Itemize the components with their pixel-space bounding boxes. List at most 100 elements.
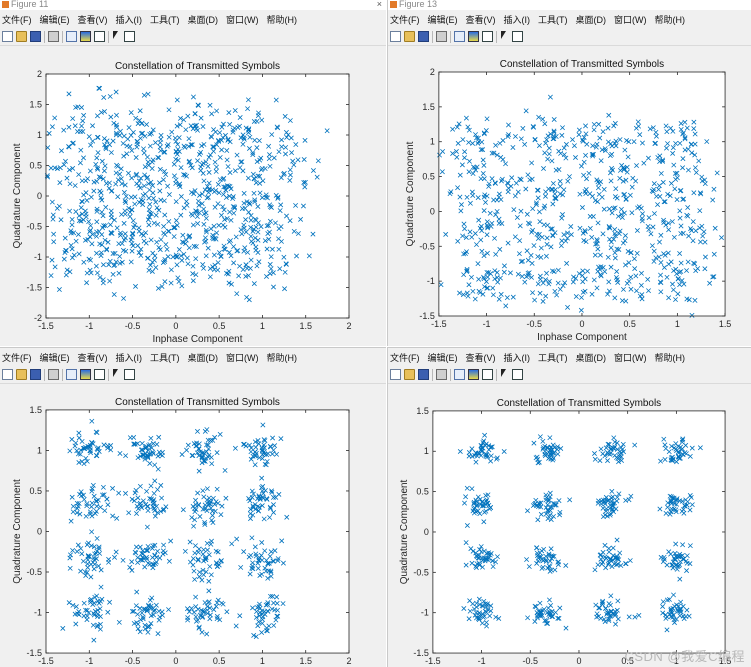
- menu-item[interactable]: 桌面(D): [187, 352, 219, 363]
- menu-item[interactable]: 窗口(W): [226, 352, 259, 363]
- menu-item[interactable]: 查看(V): [465, 14, 496, 25]
- scatter-point: [122, 235, 128, 241]
- scatter-point: [536, 114, 542, 120]
- scatter-point: [689, 502, 695, 508]
- menu-item[interactable]: 工具(T): [538, 14, 568, 25]
- open-folder-icon[interactable]: [16, 31, 27, 42]
- scatter-point: [494, 208, 500, 214]
- menu-item[interactable]: 插入(I): [503, 14, 531, 25]
- open-folder-icon[interactable]: [404, 369, 415, 380]
- menu-item[interactable]: 工具(T): [538, 352, 568, 363]
- menu-item[interactable]: 帮助(H): [654, 14, 686, 25]
- scatter-point: [672, 603, 678, 609]
- close-icon[interactable]: ×: [376, 0, 382, 9]
- y-tick-label: 0.5: [416, 487, 428, 497]
- menu-item[interactable]: 窗口(W): [614, 14, 647, 25]
- menu-item[interactable]: 编辑(E): [39, 14, 70, 25]
- pointer-icon[interactable]: [500, 31, 509, 42]
- pointer-icon[interactable]: [500, 369, 509, 380]
- menu-item[interactable]: 帮助(H): [266, 352, 298, 363]
- pointer-icon[interactable]: [112, 31, 121, 42]
- insert-legend-icon[interactable]: [94, 31, 105, 42]
- menu-item[interactable]: 帮助(H): [266, 14, 298, 25]
- menu-item[interactable]: 编辑(E): [39, 352, 70, 363]
- scatter-point: [287, 218, 293, 224]
- new-doc-icon[interactable]: [390, 31, 401, 42]
- y-tick-label: -0.5: [413, 567, 428, 577]
- scatter-point: [177, 115, 183, 121]
- scatter-point: [540, 558, 546, 563]
- print-icon[interactable]: [48, 31, 59, 42]
- link-plot-icon[interactable]: [66, 31, 77, 42]
- scatter-point: [152, 478, 158, 484]
- scatter-point: [155, 154, 161, 160]
- menu-item[interactable]: 查看(V): [465, 352, 496, 363]
- menu-item[interactable]: 编辑(E): [427, 14, 458, 25]
- menu-item[interactable]: 帮助(H): [654, 352, 686, 363]
- scatter-point: [224, 148, 230, 154]
- print-icon[interactable]: [436, 31, 447, 42]
- scatter-point: [205, 437, 211, 443]
- scatter-point: [102, 142, 108, 148]
- link-plot-icon[interactable]: [454, 369, 465, 380]
- open-folder-icon[interactable]: [16, 369, 27, 380]
- scatter-point: [457, 172, 463, 178]
- scatter-point: [602, 512, 608, 518]
- scatter-point: [222, 467, 228, 473]
- menu-item[interactable]: 文件(F): [2, 14, 32, 25]
- save-icon[interactable]: [418, 369, 429, 380]
- save-icon[interactable]: [30, 369, 41, 380]
- constellation-plot[interactable]: -1.5 -1 -0.5 0 0.5 1 1.5-1.5-1-0.500.511.5Cons…: [388, 384, 751, 667]
- menu-item[interactable]: 插入(I): [115, 352, 143, 363]
- link-plot-icon[interactable]: [66, 369, 77, 380]
- menu-item[interactable]: 桌面(D): [575, 352, 607, 363]
- insert-colorbar-icon[interactable]: [468, 31, 479, 42]
- scatter-point: [228, 217, 234, 223]
- new-doc-icon[interactable]: [2, 31, 13, 42]
- scatter-point: [69, 246, 75, 252]
- constellation-plot[interactable]: -1.5 -1 -0.5 0 0.5 1 1.5 2-2-1.5-1-0.500.511.52…: [0, 46, 386, 346]
- open-folder-icon[interactable]: [404, 31, 415, 42]
- menu-item[interactable]: 工具(T): [150, 352, 180, 363]
- menu-item[interactable]: 桌面(D): [575, 14, 607, 25]
- scatter-point: [267, 163, 273, 169]
- menu-item[interactable]: 插入(I): [115, 14, 143, 25]
- menu-item[interactable]: 插入(I): [503, 352, 531, 363]
- save-icon[interactable]: [418, 31, 429, 42]
- data-cursor-icon[interactable]: [512, 31, 523, 42]
- menu-item[interactable]: 查看(V): [77, 14, 108, 25]
- window-titlebar[interactable]: Figure 11 ×: [0, 0, 386, 10]
- insert-legend-icon[interactable]: [482, 369, 493, 380]
- save-icon[interactable]: [30, 31, 41, 42]
- data-cursor-icon[interactable]: [512, 369, 523, 380]
- menu-item[interactable]: 文件(F): [390, 14, 420, 25]
- scatter-point: [677, 215, 683, 221]
- y-tick-label: 1.5: [422, 102, 434, 112]
- menu-item[interactable]: 窗口(W): [226, 14, 259, 25]
- insert-legend-icon[interactable]: [482, 31, 493, 42]
- menu-item[interactable]: 窗口(W): [614, 352, 647, 363]
- pointer-icon[interactable]: [112, 369, 121, 380]
- data-cursor-icon[interactable]: [124, 369, 135, 380]
- menu-item[interactable]: 桌面(D): [187, 14, 219, 25]
- print-icon[interactable]: [436, 369, 447, 380]
- new-doc-icon[interactable]: [390, 369, 401, 380]
- data-cursor-icon[interactable]: [124, 31, 135, 42]
- insert-colorbar-icon[interactable]: [80, 31, 91, 42]
- insert-colorbar-icon[interactable]: [468, 369, 479, 380]
- menu-item[interactable]: 查看(V): [77, 352, 108, 363]
- menu-item[interactable]: 文件(F): [390, 352, 420, 363]
- constellation-plot[interactable]: -1.5 -1 -0.5 0 0.5 1 1.5 2-1.5-1-0.500.511.5Con…: [0, 384, 386, 667]
- link-plot-icon[interactable]: [454, 31, 465, 42]
- window-titlebar[interactable]: Figure 13: [388, 0, 751, 10]
- insert-legend-icon[interactable]: [94, 369, 105, 380]
- menu-item[interactable]: 工具(T): [150, 14, 180, 25]
- menu-item[interactable]: 编辑(E): [427, 352, 458, 363]
- print-icon[interactable]: [48, 369, 59, 380]
- insert-colorbar-icon[interactable]: [80, 369, 91, 380]
- scatter-point: [481, 176, 487, 182]
- scatter-point: [462, 500, 467, 506]
- new-doc-icon[interactable]: [2, 369, 13, 380]
- constellation-plot[interactable]: -1.5 -1 -0.5 0 0.5 1 1.5-1.5-1-0.500.511.52Con…: [388, 46, 751, 346]
- menu-item[interactable]: 文件(F): [2, 352, 32, 363]
